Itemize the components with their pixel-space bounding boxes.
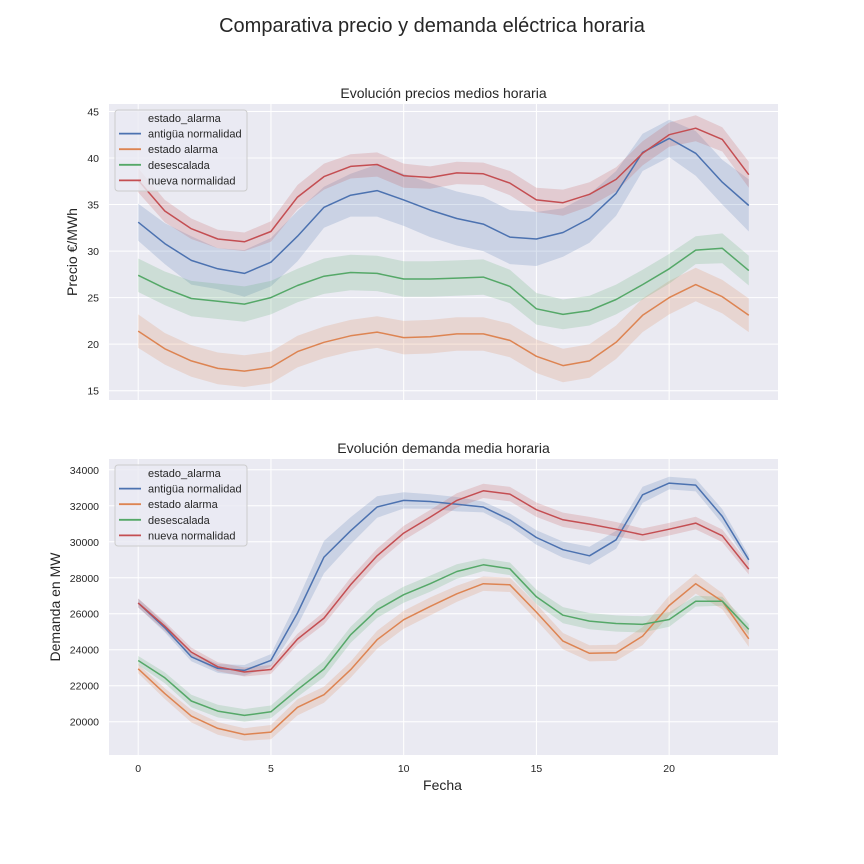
price-ci-band-desescalada — [138, 233, 749, 330]
legend-entry: estado alarma — [148, 499, 219, 511]
demand-x-tick-label: 20 — [663, 763, 675, 775]
price-ci-band-antigüa-normalidad — [138, 119, 749, 297]
price-ci-bands — [138, 115, 749, 387]
legend-entry: nueva normalidad — [148, 530, 235, 542]
demand-x-tick-label: 0 — [135, 763, 141, 775]
demand-y-tick-label: 26000 — [70, 609, 99, 621]
demand-y-tick-label: 30000 — [70, 537, 99, 549]
demand-line-nueva-normalidad — [137, 490, 750, 673]
price-y-tick-label: 30 — [87, 246, 99, 258]
demand-ci-band-nueva-normalidad — [138, 483, 749, 677]
demand-line-desescalada — [137, 564, 750, 717]
price-y-tick-label: 35 — [87, 200, 99, 212]
demand-y-ticks: 20000 22000 24000 26000 28000 30000 32000 34000 — [70, 465, 99, 729]
legend-entry: antigüa normalidad — [148, 129, 242, 141]
price-line-estado-alarma — [137, 283, 750, 372]
demand-grid — [109, 459, 778, 755]
demand-legend: estado_alarma antigüa normalidad estado al… — [114, 464, 248, 547]
legend-frame — [114, 464, 248, 547]
price-y-tick-label: 20 — [87, 339, 99, 351]
price-chart-title: Evolución precios medios horaria — [340, 85, 546, 101]
demand-y-tick-label: 20000 — [70, 717, 99, 729]
price-y-axis-label: Precio €/MWh — [64, 208, 80, 296]
demand-line-antigüa-normalidad — [137, 482, 750, 672]
price-line-desescalada — [137, 247, 750, 316]
demand-y-tick-label: 22000 — [70, 681, 99, 693]
legend-entry: antigüa normalidad — [148, 484, 242, 496]
price-line-nueva-normalidad — [137, 127, 750, 243]
price-lines — [137, 127, 750, 372]
legend-entry: desescalada — [148, 160, 211, 172]
price-ci-band-nueva-normalidad — [138, 115, 749, 252]
demand-y-tick-label: 28000 — [70, 573, 99, 585]
demand-x-tick-label: 5 — [268, 763, 274, 775]
demand-x-axis-label: Fecha — [423, 777, 462, 793]
legend-entry: estado alarma — [148, 144, 219, 156]
legend-title: estado_alarma — [148, 468, 222, 480]
demand-y-axis-label: Demanda en MW — [47, 552, 63, 662]
legend-entry: desescalada — [148, 515, 211, 527]
demand-y-tick-label: 32000 — [70, 501, 99, 513]
demand-x-tick-label: 15 — [531, 763, 543, 775]
price-y-tick-label: 25 — [87, 293, 99, 305]
price-ci-band-estado-alarma — [138, 267, 749, 387]
price-legend: estado_alarma antigüa normalidad estado al… — [114, 109, 248, 192]
legend-entry: nueva normalidad — [148, 175, 235, 187]
legend-frame — [114, 109, 248, 192]
figure-title: Comparativa precio y demanda eléctrica h… — [219, 15, 646, 37]
demand-x-ticks: 0 5 10 15 20 — [135, 763, 675, 775]
demand-y-tick-label: 24000 — [70, 645, 99, 657]
demand-ci-band-desescalada — [138, 558, 749, 722]
price-y-tick-label: 45 — [87, 106, 99, 118]
demand-y-tick-label: 34000 — [70, 465, 99, 477]
legend-title: estado_alarma — [148, 113, 222, 125]
demand-chart-title: Evolución demanda media horaria — [337, 440, 550, 456]
price-y-tick-label: 15 — [87, 386, 99, 398]
demand-line-estado-alarma — [137, 582, 750, 736]
price-chart: 15 20 25 30 35 40 45 Evolución precios medios … — [64, 85, 778, 400]
demand-chart: 20000 22000 24000 26000 28000 30000 32000 34000… — [47, 440, 778, 793]
price-y-ticks: 15 20 25 30 35 40 45 — [87, 106, 99, 397]
demand-x-tick-label: 10 — [398, 763, 410, 775]
price-y-tick-label: 40 — [87, 153, 99, 165]
demand-lines — [137, 482, 750, 736]
